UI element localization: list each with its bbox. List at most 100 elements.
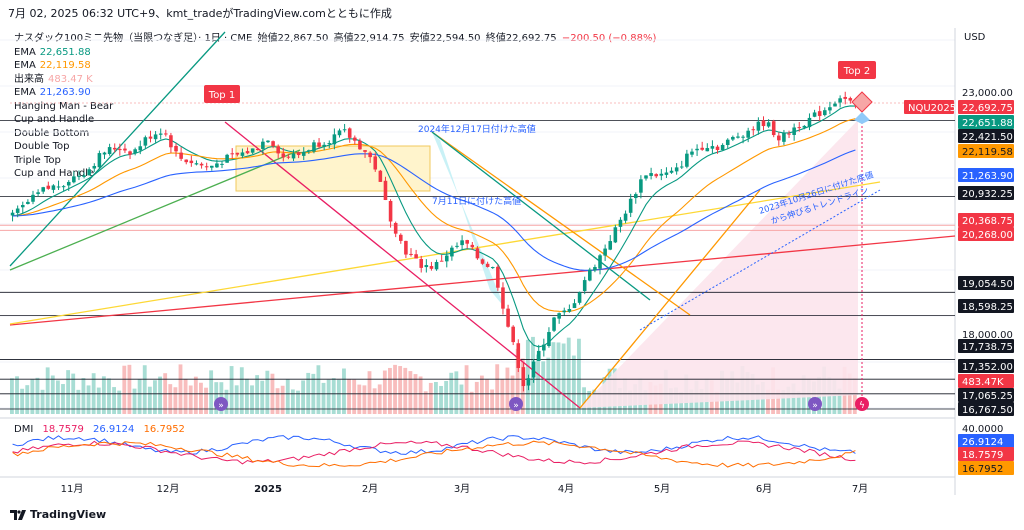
candle-body (700, 147, 704, 150)
candle-body (710, 146, 715, 149)
price-label-bg (958, 339, 1014, 353)
candle-body (572, 303, 577, 309)
time-label: 2025 (254, 484, 282, 495)
volume-bar (336, 379, 341, 414)
price-label-bg (958, 374, 1014, 388)
price-label: 22,692.75 (962, 103, 1013, 114)
candle-body (823, 110, 827, 116)
pattern-label[interactable]: Cup and Handle (14, 168, 95, 179)
volume-bar (153, 380, 157, 414)
dmi-plus-di-value: 26.9124 (93, 424, 135, 435)
indicator-ema-1[interactable]: EMA 22,651.88 (14, 46, 656, 60)
pattern-label[interactable]: Double Top (14, 141, 70, 152)
volume-bar (20, 388, 25, 414)
trend-line (431, 131, 691, 316)
dmi-label-bg (958, 447, 1014, 461)
candle-body (169, 135, 173, 148)
tradingview-footer[interactable]: TradingView (10, 508, 106, 521)
pattern-label[interactable]: Triple Top (14, 154, 61, 166)
candle-body (439, 260, 444, 262)
lightning-icon[interactable] (855, 397, 869, 411)
candle-body (358, 140, 362, 150)
indicator-name: EMA (14, 46, 36, 58)
volume-bar (342, 368, 346, 414)
candle-body (266, 140, 270, 143)
volume-bar (776, 389, 781, 414)
price-axis[interactable]: 23,000.00 NQU2025 22,692.75 22,651.88 22,421… (904, 88, 1014, 416)
candle-body (736, 136, 740, 138)
volume-bar (107, 378, 111, 414)
candle-body (588, 269, 592, 281)
volume-bar (352, 379, 357, 414)
volume-bar (321, 382, 326, 414)
price-label-bg (958, 227, 1014, 241)
candle-body (250, 148, 255, 153)
time-label: 12月 (157, 483, 180, 495)
event-icon[interactable] (214, 397, 228, 411)
volume-bar (101, 376, 106, 414)
volume-bar (183, 379, 188, 414)
change-value: −200.50 (−0.88%) (561, 33, 657, 44)
candle-body (659, 173, 664, 176)
candle-body (639, 179, 643, 193)
candle-body (628, 198, 633, 213)
candle-body (470, 244, 475, 248)
dmi-axis[interactable]: 40.0000 26.9124 18.7579 16.7952 (958, 424, 1014, 475)
volume-bar (326, 379, 331, 414)
volume-bar (188, 385, 193, 414)
price-label: 20,368.75 (962, 216, 1013, 227)
candle-body (792, 127, 796, 135)
indicator-value: 22,651.88 (39, 46, 91, 58)
volume-bar (86, 385, 91, 414)
event-icon[interactable] (808, 397, 822, 411)
candle-body (455, 245, 459, 247)
price-label-bg (958, 100, 1014, 114)
candle-body (20, 205, 25, 208)
candle-body (531, 361, 536, 378)
candle-body (695, 148, 699, 151)
candle-body (286, 156, 291, 158)
volume-bar (403, 367, 408, 414)
volume-bar (173, 387, 178, 414)
pattern-label[interactable]: Cup and Handle (14, 114, 95, 125)
event-icon-glyph: » (218, 401, 224, 411)
indicator-ema-2[interactable]: EMA 22,119.58 (14, 59, 656, 73)
price-label: 22,119.58 (962, 147, 1013, 158)
consolidation-box (235, 145, 431, 192)
price-label-bg (904, 100, 954, 114)
candle-body (771, 121, 776, 136)
volume-bar (500, 379, 505, 414)
candle-body (490, 267, 495, 269)
currency-label[interactable]: USD (964, 32, 986, 43)
event-icon[interactable] (509, 397, 523, 411)
volume-bar (408, 371, 413, 414)
volume-bar (515, 348, 520, 414)
price-label: 18,598.25 (962, 302, 1013, 313)
volume-bar (117, 390, 122, 414)
pattern-label[interactable]: Double Bottom (14, 127, 90, 139)
price-label: 17,738.75 (962, 342, 1013, 353)
indicator-volume[interactable]: 出来高 483.47 K (14, 73, 656, 87)
tradingview-logo-icon (10, 509, 26, 520)
candle-body (685, 153, 689, 167)
candle-body (194, 163, 199, 165)
price-label-bg (958, 402, 1014, 416)
indicator-ema-3[interactable]: EMA 21,263.90 (14, 86, 656, 100)
top2-marker[interactable] (838, 61, 876, 79)
time-axis[interactable]: 11月 12月 2025 2月 3月 4月 5月 6月 7月 (61, 483, 869, 495)
volume-bar (852, 378, 857, 414)
trend-lines[interactable] (9, 31, 956, 409)
volume-bar (357, 384, 362, 414)
volume-bar (377, 384, 382, 414)
pattern-label[interactable]: Hanging Man - Bear (14, 100, 114, 112)
event-icon-glyph: » (513, 401, 519, 411)
candle-body (133, 149, 137, 154)
candle-body (301, 151, 306, 156)
symbol-name[interactable]: ナスダック100ミニ先物（当限つなぎ足）· 1日 · CME (14, 33, 253, 44)
candle-body (353, 137, 357, 141)
top1-marker[interactable] (204, 85, 240, 103)
ema-line (12, 105, 856, 348)
open-value: 始値22,867.50 (257, 33, 329, 44)
dmi-legend[interactable]: DMI 18.7579 26.9124 16.7952 (14, 424, 191, 435)
